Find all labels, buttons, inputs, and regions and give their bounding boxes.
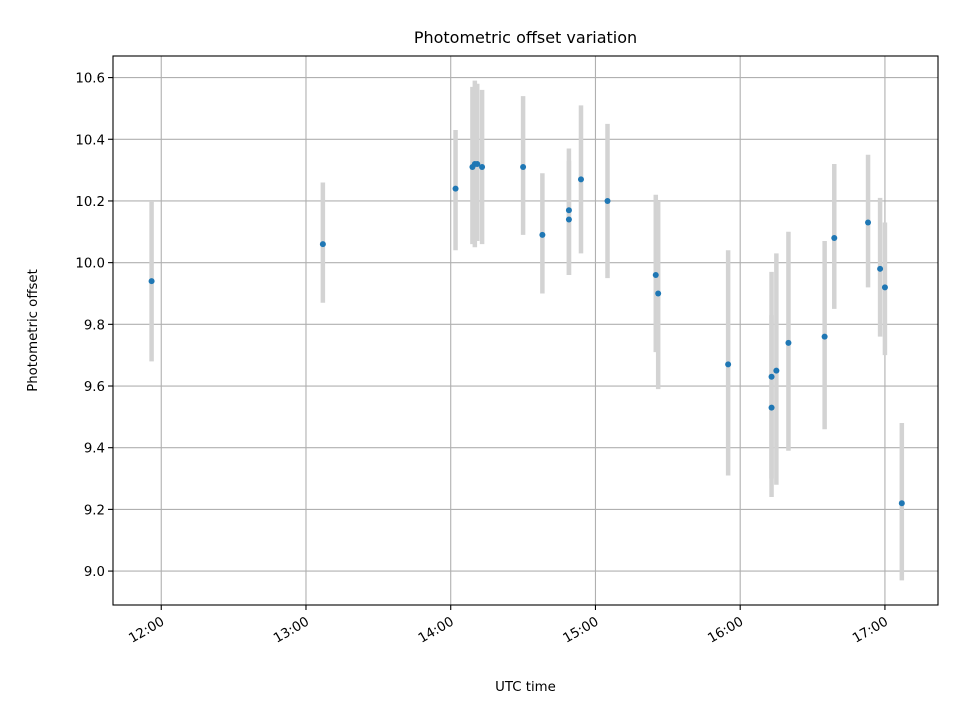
data-point	[725, 361, 732, 368]
y-tick-label: 10.0	[75, 257, 105, 272]
data-point	[452, 185, 459, 192]
y-axis-label: Photometric offset	[26, 269, 41, 392]
y-tick-label: 9.0	[84, 565, 105, 580]
data-point	[148, 278, 155, 285]
data-point	[565, 207, 572, 214]
data-point	[865, 219, 872, 226]
y-tick-label: 10.4	[75, 133, 105, 148]
plot-frame	[112, 55, 939, 606]
data-point	[898, 500, 905, 507]
y-tick-label: 10.6	[75, 72, 105, 87]
data-point	[821, 333, 828, 340]
data-point	[565, 216, 572, 223]
y-tick-label: 9.2	[84, 503, 105, 518]
data-point	[604, 197, 611, 204]
data-point	[877, 265, 884, 272]
data-point	[474, 160, 481, 167]
data-point	[479, 164, 486, 171]
y-tick-label: 10.2	[75, 195, 105, 210]
data-point	[768, 373, 775, 380]
data-point	[577, 176, 584, 183]
data-point	[881, 284, 888, 291]
chart-title: Photometric offset variation	[414, 28, 637, 47]
data-point	[768, 404, 775, 411]
y-tick-label: 9.6	[84, 380, 105, 395]
data-point	[785, 339, 792, 346]
data-point	[655, 290, 662, 297]
data-point	[831, 234, 838, 241]
y-tick-label: 9.8	[84, 318, 105, 333]
data-point	[652, 271, 659, 278]
data-point	[773, 367, 780, 374]
data-point	[319, 241, 326, 248]
y-tick-label: 9.4	[84, 442, 105, 457]
data-point	[520, 164, 527, 171]
data-points	[148, 160, 905, 507]
data-point	[539, 231, 546, 238]
x-axis-label: UTC time	[495, 680, 556, 695]
